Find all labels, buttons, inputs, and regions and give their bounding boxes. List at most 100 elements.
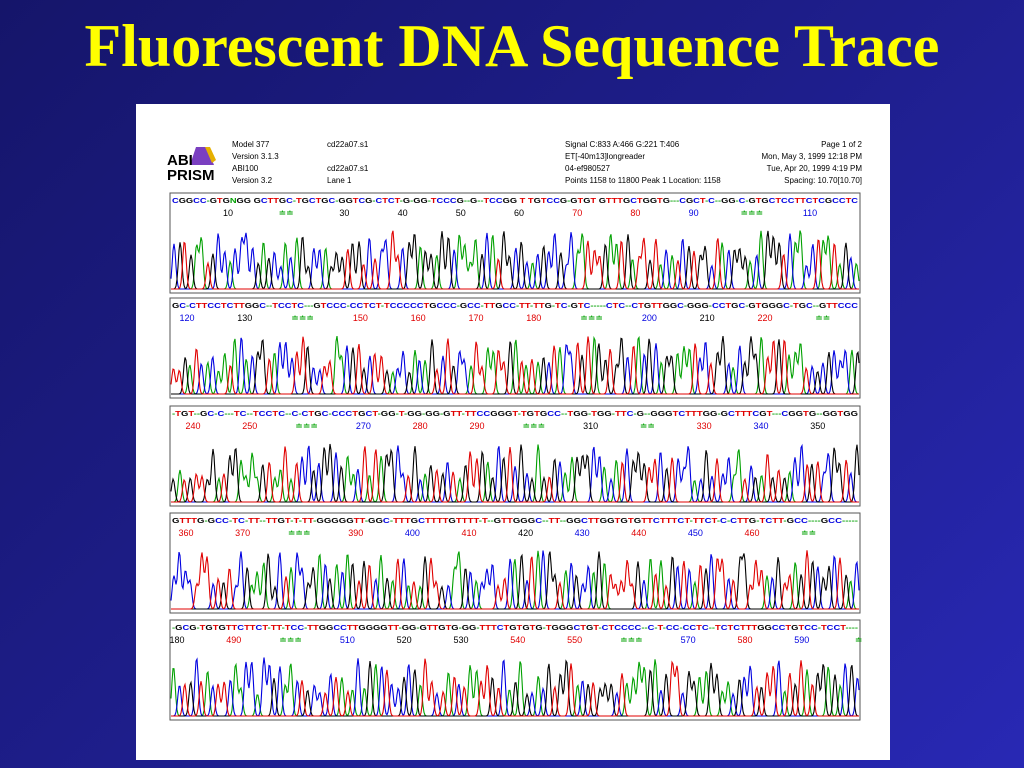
base-run: G	[419, 625, 427, 632]
base-run: T	[376, 303, 383, 310]
base-run: -	[328, 411, 332, 418]
base-run: TTT	[393, 518, 412, 525]
base-run: G	[748, 303, 756, 310]
base-run: C	[369, 303, 376, 310]
base-run: G	[527, 411, 535, 418]
base-run: TT	[737, 518, 750, 525]
base-run: G	[586, 625, 594, 632]
base-run: TT	[549, 518, 562, 525]
base-run: G	[809, 411, 817, 418]
header-text: ABI100	[232, 164, 259, 173]
header-text: Model 377	[232, 140, 270, 149]
position-label: 180	[526, 313, 541, 323]
trace-line	[171, 446, 859, 503]
trace-line	[170, 443, 860, 503]
base-run: TT	[651, 303, 663, 310]
position-label: 410	[461, 528, 476, 538]
header-text: Spacing: 10.70[10.70]	[784, 176, 862, 185]
base-run: C	[678, 411, 685, 418]
base-sequence: -G C G -TG TG TT C TT C T-TT -TCC -TT GG CC TT GGGG TT -G…	[172, 625, 859, 632]
base-run: -	[736, 198, 740, 205]
base-run: TTT	[735, 411, 753, 418]
base-run: GGGGG	[316, 518, 354, 525]
base-run: TT	[615, 411, 628, 418]
base-run: GG	[245, 303, 260, 310]
base-run: -	[428, 198, 432, 205]
base-run: T	[580, 625, 587, 632]
base-run: -	[690, 518, 694, 525]
base-run: -	[745, 198, 749, 205]
base-run: -	[381, 303, 385, 310]
base-run: C	[297, 303, 304, 310]
base-run: ---	[304, 303, 314, 310]
base-run: -	[599, 625, 603, 632]
base-run: --	[813, 303, 820, 310]
base-run: TT	[484, 303, 496, 310]
base-run: G	[634, 518, 642, 525]
base-run: TTT	[179, 518, 198, 525]
base-run: -	[543, 625, 547, 632]
base-run: -	[481, 303, 485, 310]
base-run: G	[443, 411, 451, 418]
base-run: -	[335, 198, 339, 205]
base-run: T	[175, 411, 182, 418]
base-run: T	[446, 625, 453, 632]
base-run: C	[365, 411, 372, 418]
position-label: 50	[456, 208, 466, 218]
header-text: 04-ef980527	[565, 164, 610, 173]
base-run: -	[298, 411, 302, 418]
base-run: G	[599, 198, 607, 205]
base-run: --	[247, 411, 254, 418]
base-run: -	[457, 303, 461, 310]
base-run: T	[628, 518, 635, 525]
base-run: CC	[207, 303, 221, 310]
base-run: CCCCC	[390, 303, 424, 310]
base-run: CC	[683, 625, 697, 632]
base-run: C	[806, 303, 813, 310]
base-run: ----	[808, 518, 822, 525]
base-run: T	[591, 411, 598, 418]
base-run: C	[677, 518, 684, 525]
base-run: -	[462, 411, 466, 418]
base-run: G	[721, 411, 729, 418]
base-run: --	[194, 411, 201, 418]
base-run: GG	[600, 518, 616, 525]
header-text: Mon, May 3, 1999 12:18 PM	[762, 152, 863, 161]
base-run: --	[285, 411, 292, 418]
base-run: G	[411, 518, 419, 525]
base-run: C	[679, 198, 686, 205]
base-run: -	[396, 411, 400, 418]
base-sequence: G TTT G -G CC -T C -TT -- TT G T-T-TT -GGGGG TT -GG C -T…	[172, 518, 859, 525]
base-run: -	[268, 625, 272, 632]
position-label: 330	[697, 421, 712, 431]
base-run: G	[791, 625, 799, 632]
position-label: 130	[237, 313, 252, 323]
base-run: G	[644, 303, 652, 310]
base-run: C	[238, 518, 245, 525]
base-run: T	[234, 411, 241, 418]
base-run: CC	[772, 625, 786, 632]
base-run: CC	[291, 625, 305, 632]
base-run: C	[309, 198, 316, 205]
base-run: -	[717, 411, 721, 418]
base-run: C	[189, 303, 196, 310]
header-text: Tue, Apr 20, 1999 4:19 PM	[767, 164, 863, 173]
position-label: 10	[223, 208, 233, 218]
base-run: TT	[794, 198, 806, 205]
base-run: G	[172, 303, 180, 310]
base-run: --	[560, 518, 567, 525]
position-label: ≐≐≐	[288, 528, 311, 538]
base-run: C	[627, 411, 634, 418]
base-run: TT	[307, 625, 319, 632]
header-text: Lane 1	[327, 176, 352, 185]
base-run: G	[358, 411, 366, 418]
base-run: T	[759, 518, 766, 525]
base-run: G	[210, 198, 218, 205]
position-label: ≐≐	[279, 208, 294, 218]
base-run: GGG	[650, 411, 673, 418]
position-label: 170	[468, 313, 483, 323]
base-run: CCC	[436, 303, 456, 310]
base-run: T	[520, 198, 527, 205]
base-run: CC	[350, 303, 364, 310]
base-run: TT	[693, 518, 706, 525]
